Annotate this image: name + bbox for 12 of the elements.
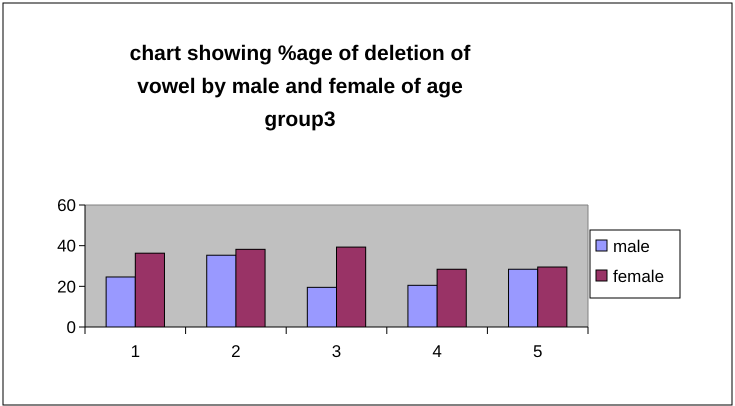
x-tick-label: 2 [231, 342, 241, 361]
y-tick-label: 0 [66, 318, 76, 337]
legend-label: male [613, 236, 650, 256]
y-tick-label: 40 [57, 236, 76, 256]
y-tick-label: 20 [57, 277, 76, 296]
legend-label: female [613, 266, 664, 286]
chart-title: chart showing %age of deletion of vowel by male and female of age group3 [130, 42, 472, 131]
x-tick-label: 1 [130, 342, 140, 361]
x-tick-label: 3 [332, 342, 342, 361]
x-tick-label: 4 [432, 342, 442, 361]
x-tick-label: 5 [532, 342, 542, 361]
y-tick-label: 60 [57, 196, 76, 215]
